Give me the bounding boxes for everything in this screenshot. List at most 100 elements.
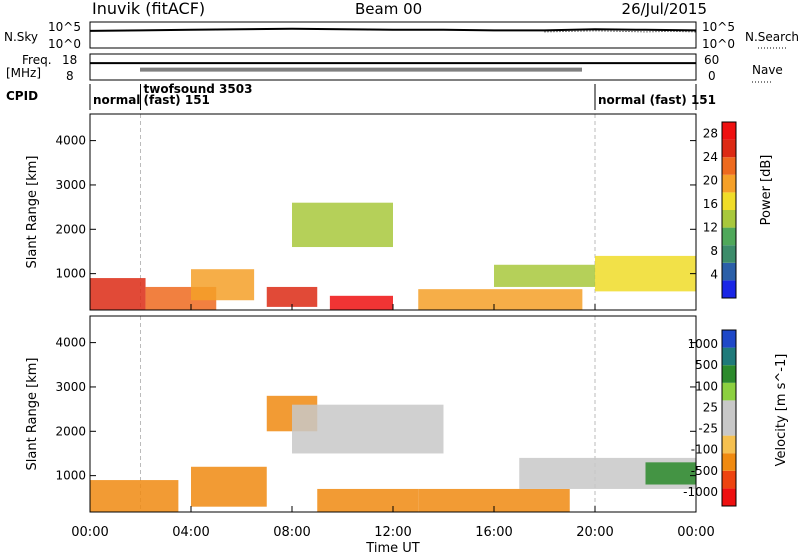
freq-left-bottom: 8	[66, 69, 74, 83]
velocity-colorbar-cell-7	[722, 365, 736, 383]
xtick-label: 16:00	[475, 525, 512, 540]
velocity-region-7	[645, 462, 696, 485]
velocity-panel: 1000 2000 3000 4000 Slant Range [km] 00:00 0…	[25, 304, 789, 554]
velocity-colorbar-cell-8	[722, 347, 736, 366]
power-colorbar-cell-0	[722, 280, 736, 298]
ytick-label: 3000	[55, 178, 86, 192]
freq-left-top: 18	[62, 53, 77, 67]
noise-search-label: N.Search	[745, 30, 799, 44]
freq-label: Freq.	[22, 53, 52, 67]
xtick-label: 00:00	[677, 525, 714, 540]
nave-right-top: 60	[704, 53, 719, 67]
x-axis-label: Time UT	[365, 541, 419, 554]
power-region-3	[266, 286, 318, 307]
power-colorbar-tick: 16	[703, 197, 718, 211]
velocity-colorbar-tick: -25	[698, 422, 718, 436]
velocity-region-3	[292, 404, 444, 454]
power-colorbar-frame	[721, 121, 737, 299]
power-colorbar-cell-1	[722, 262, 736, 281]
cpid-segment-label-2: normal (fast) 151	[598, 93, 716, 107]
ytick-label: 3000	[55, 380, 86, 394]
power-colorbar-cell-9	[722, 122, 736, 140]
velocity-colorbar-tick: -500	[691, 464, 718, 478]
site-title: Inuvik (fitACF)	[92, 0, 205, 18]
power-colorbar-tick: 12	[703, 221, 718, 235]
power-colorbar-cell-3	[722, 227, 736, 246]
power-colorbar-cell-6	[722, 174, 736, 193]
ytick-label: 4000	[55, 336, 86, 350]
frequency-panel-frame	[89, 53, 697, 81]
power-colorbar-tick: 28	[703, 127, 718, 141]
power-colorbar-cell-5	[722, 192, 736, 210]
power-colorbar-tick: 8	[710, 244, 718, 258]
power-data-layer	[90, 114, 696, 310]
frequency-panel: Freq. [MHz] 18 8 60 0 Nave	[6, 53, 783, 83]
noise-left-top: 10^5	[48, 20, 81, 34]
velocity-colorbar-label: Velocity [m s^-1]	[774, 354, 789, 467]
velocity-region-5	[418, 488, 570, 512]
power-region-5	[329, 295, 393, 310]
power-region-0	[90, 278, 146, 310]
velocity-data-layer	[90, 316, 696, 512]
xtick-label: 04:00	[172, 525, 209, 540]
noise-series-line-0	[89, 27, 697, 32]
velocity-colorbar-tick: 1000	[687, 337, 718, 351]
velocity-colorbar-cell-9	[722, 330, 736, 348]
velocity-colorbar-tick: -100	[691, 443, 718, 457]
xtick-label: 20:00	[576, 525, 613, 540]
noise-panel: N.Sky 10^5 10^0 10^5 10^0 N.Search	[4, 20, 799, 51]
velocity-colorbar-tick: 100	[695, 379, 718, 393]
power-colorbar-tick: 24	[703, 150, 718, 164]
date-title: 26/Jul/2015	[622, 0, 707, 18]
noise-series-line-1	[544, 30, 697, 33]
velocity-colorbar-tick: 25	[703, 400, 718, 414]
velocity-region-4	[317, 488, 419, 512]
noise-sky-label: N.Sky	[4, 30, 38, 44]
cpid-segment-sublabel-1: (fast) 151	[144, 93, 210, 107]
noise-right-bottom: 10^0	[702, 37, 735, 51]
velocity-ylabel: Slant Range [km]	[25, 358, 40, 471]
power-panel: 1000 2000 3000 4000 Slant Range [km] 4 8 12 16…	[25, 113, 774, 311]
beam-title: Beam 00	[355, 0, 422, 18]
cpid-segment-label-0: normal	[93, 93, 140, 107]
power-colorbar-tick: 20	[703, 174, 718, 188]
power-region-8	[595, 255, 696, 292]
ytick-label: 2000	[55, 222, 86, 236]
ytick-label: 1000	[55, 267, 86, 281]
power-colorbar-tick: 4	[710, 268, 718, 282]
nave-right-bottom: 0	[708, 69, 716, 83]
power-ylabel: Slant Range [km]	[25, 156, 40, 269]
ytick-label: 4000	[55, 134, 86, 148]
velocity-colorbar-cell-6	[722, 382, 736, 401]
noise-left-bottom: 10^0	[48, 37, 81, 51]
power-colorbar-cell-4	[722, 210, 736, 228]
velocity-region-0	[90, 480, 179, 512]
ytick-label: 1000	[55, 469, 86, 483]
velocity-colorbar-cell-1	[722, 470, 736, 489]
noise-right-top: 10^5	[702, 20, 735, 34]
cpid-segment-label-1: twofsound 3503	[144, 82, 253, 96]
power-colorbar-cell-2	[722, 245, 736, 263]
xtick-label: 08:00	[273, 525, 310, 540]
power-colorbar-cell-8	[722, 139, 736, 158]
noise-panel-frame	[89, 21, 697, 49]
power-region-2	[191, 269, 255, 301]
velocity-colorbar-frame	[721, 329, 737, 507]
xtick-label: 00:00	[71, 525, 108, 540]
ytick-label: 2000	[55, 424, 86, 438]
xtick-label: 12:00	[374, 525, 411, 540]
nave-label: Nave	[752, 63, 783, 77]
cpid-panel: CPID normal twofsound 3503(fast) 151 norma…	[6, 82, 716, 110]
velocity-colorbar-cell-5	[722, 400, 736, 418]
velocity-colorbar-tick: -1000	[683, 485, 718, 499]
velocity-colorbar-cell-3	[722, 435, 736, 454]
velocity-colorbar-tick: 500	[695, 358, 718, 372]
power-region-7	[494, 264, 595, 287]
velocity-colorbar-cell-2	[722, 453, 736, 471]
velocity-colorbar-cell-4	[722, 418, 736, 436]
power-region-6	[418, 289, 583, 310]
power-colorbar-cell-7	[722, 157, 736, 175]
power-region-4	[292, 202, 393, 248]
power-colorbar-label: Power [dB]	[759, 155, 774, 226]
